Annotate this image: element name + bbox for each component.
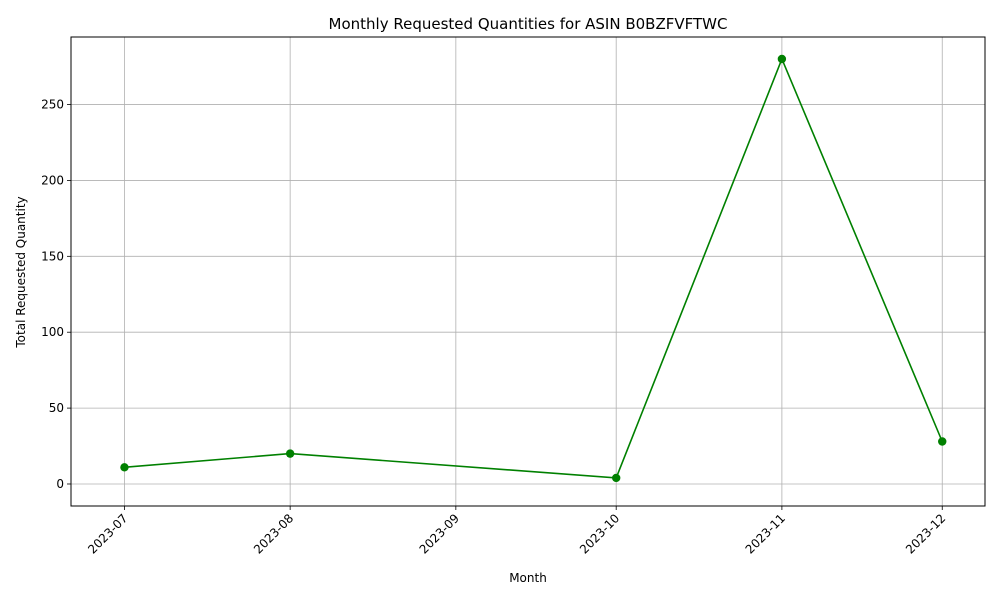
data-point <box>611 473 621 483</box>
series-line <box>124 56 943 479</box>
plot-frame <box>70 36 986 507</box>
x-tick-label: 2023-08 <box>251 511 296 556</box>
x-tick-label: 2023-11 <box>743 511 788 556</box>
y-tick-label: 250 <box>41 98 64 112</box>
series-layer <box>120 54 947 483</box>
x-tick-label: 2023-09 <box>417 511 462 556</box>
x-axis-label: Month <box>509 571 547 585</box>
axis-ticks: 2023-07 2023-08 2023-09 2023-10 2023-11 2023-… <box>41 98 948 557</box>
y-tick-label: 50 <box>49 401 64 415</box>
y-tick-label: 200 <box>41 173 64 187</box>
x-tick-label: 2023-10 <box>577 511 622 556</box>
x-tick-label: 2023-12 <box>903 511 948 556</box>
y-tick-label: 150 <box>41 249 64 263</box>
chart-title: Monthly Requested Quantities for ASIN B0… <box>329 15 728 33</box>
data-point <box>120 463 129 472</box>
data-point <box>285 449 295 458</box>
x-tick-label: 2023-07 <box>85 511 130 556</box>
y-axis-label: Total Requested Quantity <box>14 196 28 348</box>
grid-lines <box>71 37 985 506</box>
data-point <box>938 437 947 446</box>
y-tick-label: 100 <box>41 325 64 339</box>
data-point <box>777 54 787 64</box>
y-tick-label: 0 <box>56 477 64 491</box>
